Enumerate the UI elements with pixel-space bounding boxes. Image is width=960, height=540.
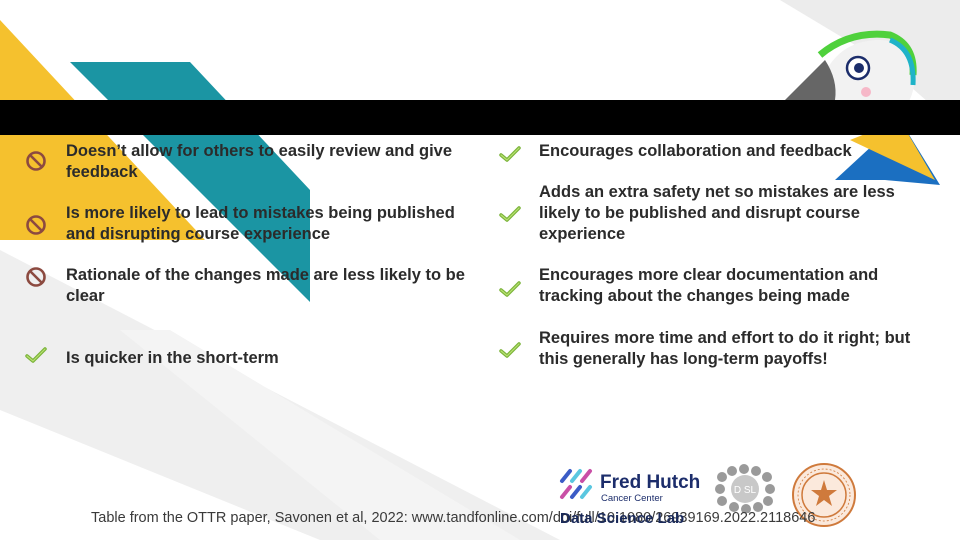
data-science-lab-logo-icon: D SL — [715, 464, 775, 513]
fred-hutch-subtitle: Cancer Center — [601, 493, 663, 504]
source-caption: Table from the OTTR paper, Savonen et al… — [91, 510, 816, 526]
checkmark-icon — [499, 206, 521, 222]
checkmark-icon — [25, 347, 47, 363]
list-item-text: Encourages more clear documentation and … — [539, 266, 879, 305]
prohibited-icon — [26, 215, 46, 235]
svg-text:D SL: D SL — [734, 485, 757, 496]
checkmark-icon — [499, 342, 521, 358]
university-of-texas-seal-icon — [792, 463, 856, 527]
data-science-lab-label: Data Science Lab — [560, 510, 685, 527]
prohibited-icon — [26, 267, 46, 287]
list-item-text: Encourages collaboration and feedback — [539, 142, 852, 160]
list-item-text: Doesn’t allow for others to easily revie… — [66, 142, 453, 181]
fred-hutch-name: Fred Hutch — [600, 472, 701, 493]
fred-hutch-logo-icon — [560, 469, 592, 499]
prohibited-icon — [26, 151, 46, 171]
list-item-text: Is more likely to lead to mistakes being… — [66, 204, 455, 243]
list-item-text: Is quicker in the short-term — [66, 349, 279, 367]
title-bar — [0, 100, 960, 135]
checkmark-icon — [499, 281, 521, 297]
checkmark-icon — [499, 146, 521, 162]
list-item-text: Adds an extra safety net so mistakes are… — [539, 183, 895, 243]
list-item-text: Requires more time and effort to do it r… — [539, 329, 911, 368]
list-item-text: Rationale of the changes made are less l… — [66, 266, 465, 305]
